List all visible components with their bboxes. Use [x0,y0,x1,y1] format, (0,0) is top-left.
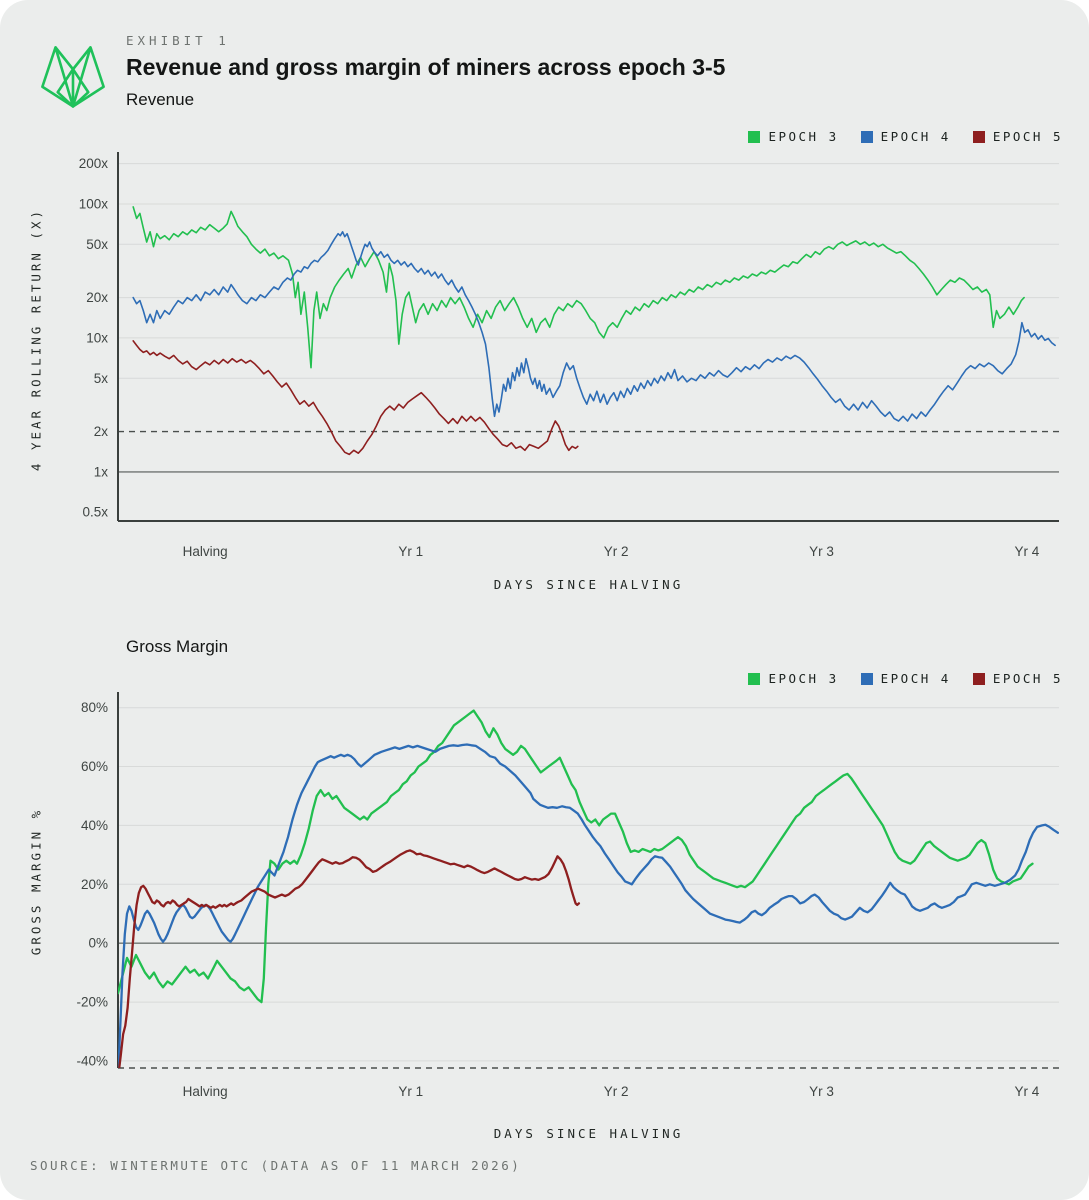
epoch-3-swatch-icon [748,672,761,685]
legend-item-epoch-3: EPOCH 3 [748,129,838,144]
svg-text:50x: 50x [86,237,108,252]
svg-text:2x: 2x [94,424,109,439]
svg-text:40%: 40% [81,818,108,833]
page-title: Revenue and gross margin of miners acros… [126,54,726,80]
svg-text:Yr 4: Yr 4 [1015,544,1040,559]
legend-item-epoch-3: EPOCH 3 [748,671,838,686]
epoch-3-swatch-icon [748,130,761,143]
svg-text:0%: 0% [88,936,108,951]
logo-left-facet [41,46,75,108]
svg-text:Yr 3: Yr 3 [809,1084,834,1099]
svg-text:Yr 1: Yr 1 [398,544,423,559]
epoch-5-swatch-icon [972,130,985,143]
revenue-line-chart: 200x 100x 50x 20x 10x 5x 2x 1x 0.5x Halving Yr 1 Yr… [79,152,1059,559]
svg-text:Yr 3: Yr 3 [809,544,834,559]
svg-text:Yr 4: Yr 4 [1015,1084,1040,1099]
svg-text:Yr 2: Yr 2 [604,1084,629,1099]
svg-text:5x: 5x [94,371,109,386]
svg-text:20x: 20x [86,290,108,305]
legend-label: EPOCH 5 [992,671,1063,686]
logo-right-facet [71,46,105,108]
svg-text:0.5x: 0.5x [82,505,108,520]
legend-revenue: EPOCH 3 EPOCH 4 EPOCH 5 [748,129,1063,144]
svg-text:80%: 80% [81,700,108,715]
legend-label: EPOCH 3 [768,129,839,144]
svg-text:20%: 20% [81,877,108,892]
revenue-x-axis-label: DAYS SINCE HALVING [493,577,684,592]
svg-text:Yr 1: Yr 1 [398,1084,423,1099]
svg-text:1x: 1x [94,464,109,479]
epoch-4-swatch-icon [860,672,873,685]
gross-margin-line-chart: 80% 60% 40% 20% 0% -20% -40% Halving Yr 1 Yr 2 Yr … [76,692,1059,1099]
svg-text:-40%: -40% [76,1053,108,1068]
svg-text:-20%: -20% [76,995,108,1010]
legend-item-epoch-4: EPOCH 4 [860,129,951,144]
legend-item-epoch-4: EPOCH 4 [860,671,951,686]
logo-valley-line [54,46,92,71]
svg-text:Halving: Halving [183,1084,228,1099]
gross-margin-x-axis-label: DAYS SINCE HALVING [493,1126,684,1141]
gross-margin-chart-subtitle: Gross Margin [126,637,229,656]
revenue-chart-subtitle: Revenue [126,90,195,109]
svg-text:10x: 10x [86,330,108,345]
legend-label: EPOCH 3 [768,671,839,686]
svg-text:60%: 60% [81,759,108,774]
legend-label: EPOCH 4 [880,671,951,686]
legend-gross-margin: EPOCH 3 EPOCH 4 EPOCH 5 [748,671,1063,686]
svg-text:Halving: Halving [183,544,228,559]
legend-item-epoch-5: EPOCH 5 [972,671,1063,686]
svg-text:200x: 200x [79,156,109,171]
legend-label: EPOCH 4 [880,129,951,144]
svg-text:Yr 2: Yr 2 [604,544,629,559]
wintermute-logo [41,46,105,108]
epoch-5-swatch-icon [972,672,985,685]
legend-item-epoch-5: EPOCH 5 [972,129,1063,144]
epoch-4-swatch-icon [860,130,873,143]
source-note: SOURCE: WINTERMUTE OTC (DATA AS OF 11 MA… [30,1158,522,1173]
svg-text:100x: 100x [79,197,109,212]
exhibit-label: EXHIBIT 1 [126,33,230,48]
legend-label: EPOCH 5 [992,129,1063,144]
